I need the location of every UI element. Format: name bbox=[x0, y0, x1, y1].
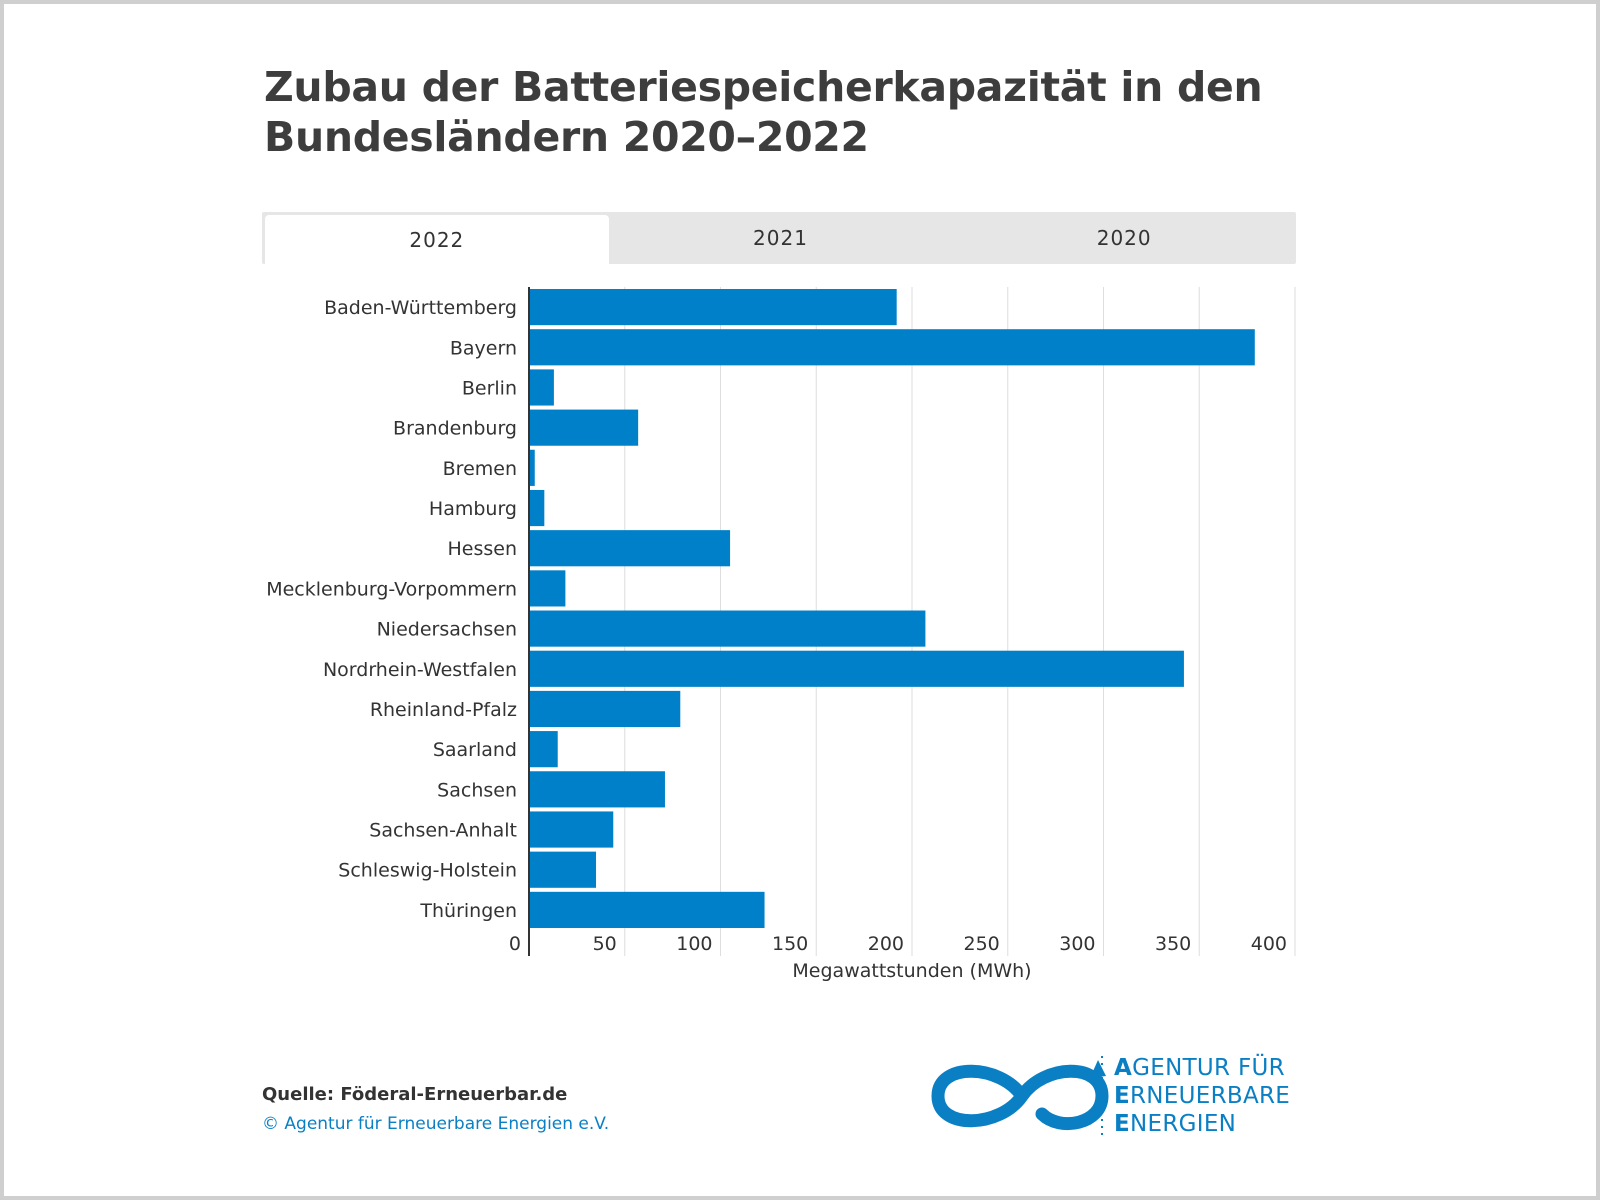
category-labels: Baden-Württemberg Bayern Berlin Brandenburg… bbox=[266, 297, 517, 922]
bar-rheinland-pfalz[interactable] bbox=[529, 690, 681, 728]
infinity-logo-icon bbox=[931, 1056, 1109, 1136]
x-tick-label-200: 200 bbox=[868, 933, 904, 955]
bar-sachsen[interactable] bbox=[529, 771, 665, 808]
tab-2021[interactable]: 2021 bbox=[753, 226, 808, 250]
x-tick-labels: 0 50 100 150 200 250 300 350 400 bbox=[509, 933, 1287, 955]
category-label: Sachsen bbox=[437, 779, 517, 801]
category-label: Sachsen-Anhalt bbox=[369, 820, 517, 842]
category-label: Mecklenburg-Vorpommern bbox=[266, 578, 517, 600]
bar-mecklenburg-vorpommern[interactable] bbox=[529, 570, 566, 607]
bar-bremen[interactable] bbox=[529, 449, 535, 486]
category-label: Nordrhein-Westfalen bbox=[323, 659, 517, 681]
category-label: Saarland bbox=[433, 739, 517, 761]
source-text: Quelle: Föderal-Erneuerbar.de bbox=[262, 1084, 568, 1105]
category-label: Hessen bbox=[447, 538, 517, 560]
x-tick-label-50: 50 bbox=[593, 933, 617, 955]
bar-berlin[interactable] bbox=[529, 369, 554, 406]
bar-brandenburg[interactable] bbox=[529, 409, 639, 446]
x-tick-label-0: 0 bbox=[509, 933, 521, 955]
logo-initial-a: A bbox=[1114, 1055, 1133, 1081]
x-axis-label: Megawattstunden (MWh) bbox=[792, 960, 1031, 982]
bar-baden-württemberg[interactable] bbox=[529, 289, 897, 326]
category-label: Baden-Württemberg bbox=[324, 297, 517, 319]
logo-initial-e2: E bbox=[1114, 1111, 1131, 1137]
x-tick-label-150: 150 bbox=[772, 933, 808, 955]
bar-niedersachsen[interactable] bbox=[529, 610, 926, 647]
bar-schleswig-holstein[interactable] bbox=[529, 851, 597, 888]
logo-line3: NERGIEN bbox=[1130, 1111, 1237, 1137]
bars bbox=[529, 289, 1255, 928]
bar-thüringen[interactable] bbox=[529, 891, 765, 928]
bar-bayern[interactable] bbox=[529, 329, 1255, 366]
chart-title: Zubau der Batteriespeicherkapazität in d… bbox=[264, 62, 1364, 162]
chart-title-line1: Zubau der Batteriespeicherkapazität in d… bbox=[264, 63, 1263, 111]
logo-initial-e1: E bbox=[1114, 1083, 1131, 1109]
bar-nordrhein-westfalen[interactable] bbox=[529, 650, 1184, 687]
category-label: Berlin bbox=[462, 377, 517, 399]
category-label: Bayern bbox=[450, 337, 517, 359]
logo-line2: RNEUERBARE bbox=[1130, 1083, 1291, 1109]
category-label: Brandenburg bbox=[393, 418, 517, 440]
bar-hessen[interactable] bbox=[529, 530, 731, 567]
bar-saarland[interactable] bbox=[529, 731, 558, 768]
chart-title-line2: Bundesländern 2020–2022 bbox=[264, 113, 869, 161]
category-label: Thüringen bbox=[419, 900, 517, 922]
category-label: Niedersachsen bbox=[377, 619, 517, 641]
x-tick-label-350: 350 bbox=[1155, 933, 1191, 955]
tab-2020[interactable]: 2020 bbox=[1096, 226, 1152, 250]
copyright-link[interactable]: © Agentur für Erneuerbare Energien e.V. bbox=[262, 1114, 610, 1134]
category-label: Schleswig-Holstein bbox=[338, 860, 517, 882]
bar-hamburg[interactable] bbox=[529, 489, 545, 527]
logo-wordmark: AGENTUR FÜR ERNEUERBARE ENERGIEN bbox=[1114, 1054, 1290, 1138]
x-tick-label-250: 250 bbox=[963, 933, 999, 955]
x-tick-label-300: 300 bbox=[1059, 933, 1095, 955]
category-label: Bremen bbox=[443, 458, 517, 480]
category-label: Rheinland-Pfalz bbox=[370, 699, 517, 721]
logo-line1: GENTUR FÜR bbox=[1132, 1055, 1285, 1081]
tab-2022[interactable]: 2022 bbox=[265, 215, 609, 264]
bar-sachsen-anhalt[interactable] bbox=[529, 811, 614, 848]
category-label: Hamburg bbox=[429, 498, 517, 520]
x-tick-label-400: 400 bbox=[1251, 933, 1287, 955]
year-tabs: 2022 2021 2020 bbox=[262, 212, 1296, 264]
x-tick-label-100: 100 bbox=[676, 933, 712, 955]
